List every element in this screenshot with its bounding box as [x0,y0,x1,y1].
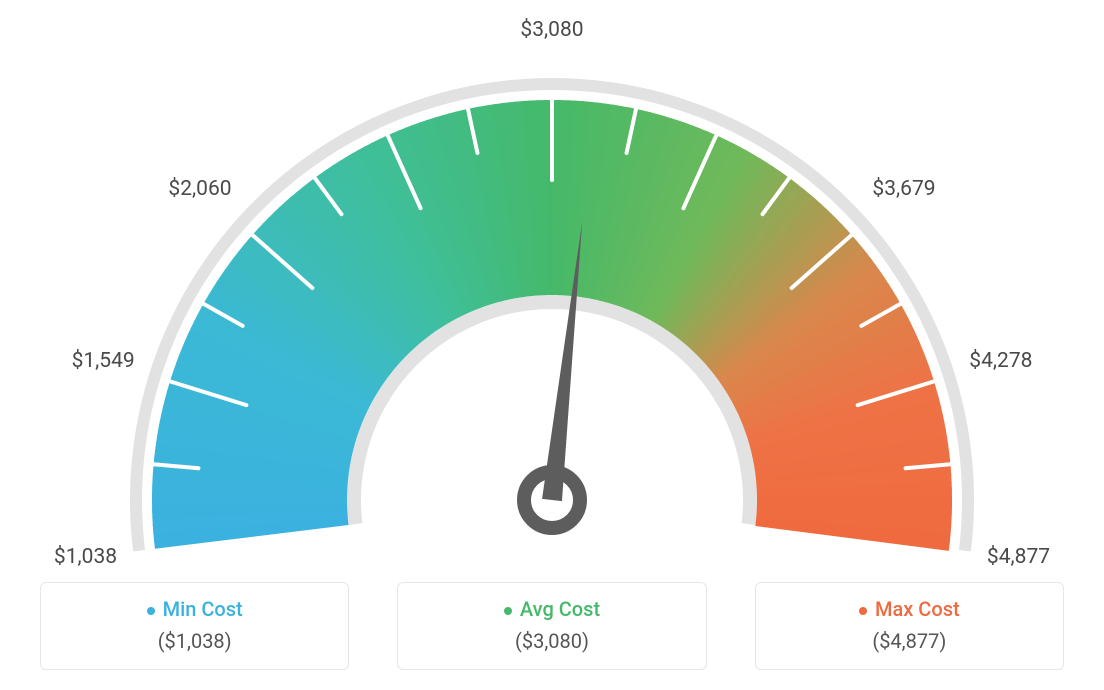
legend-card-avg: Avg Cost ($3,080) [397,582,706,670]
legend-value-avg: ($3,080) [398,629,705,653]
legend-value-max: ($4,877) [756,629,1063,653]
gauge-tick-label: $1,549 [72,349,135,373]
cost-gauge-chart: $1,038 $1,549 $2,060 $3,080 $3,679 $4,278 $4,8… [0,0,1104,690]
gauge-tick-label: $4,278 [969,349,1032,373]
legend-card-min: Min Cost ($1,038) [40,582,349,670]
legend-row: Min Cost ($1,038) Avg Cost ($3,080) Max … [0,582,1104,670]
gauge-tick-label: $4,877 [987,545,1050,569]
legend-title-avg-text: Avg Cost [520,597,600,621]
legend-card-max: Max Cost ($4,877) [755,582,1064,670]
gauge-tick-label: $3,679 [872,177,935,201]
legend-dot-avg [504,607,512,615]
legend-value-min: ($1,038) [41,629,348,653]
legend-dot-min [147,607,155,615]
gauge-svg [0,0,1104,560]
legend-title-avg: Avg Cost [398,597,705,621]
legend-title-min: Min Cost [41,597,348,621]
legend-dot-max [859,607,867,615]
gauge-tick-label: $3,080 [520,18,583,42]
gauge-tick-label: $1,038 [54,545,117,569]
gauge-area: $1,038$1,549$2,060$3,080$3,679$4,278$4,8… [0,0,1104,560]
gauge-tick-label: $2,060 [168,177,231,201]
legend-title-max: Max Cost [756,597,1063,621]
legend-title-max-text: Max Cost [875,597,960,621]
legend-title-min-text: Min Cost [163,597,243,621]
